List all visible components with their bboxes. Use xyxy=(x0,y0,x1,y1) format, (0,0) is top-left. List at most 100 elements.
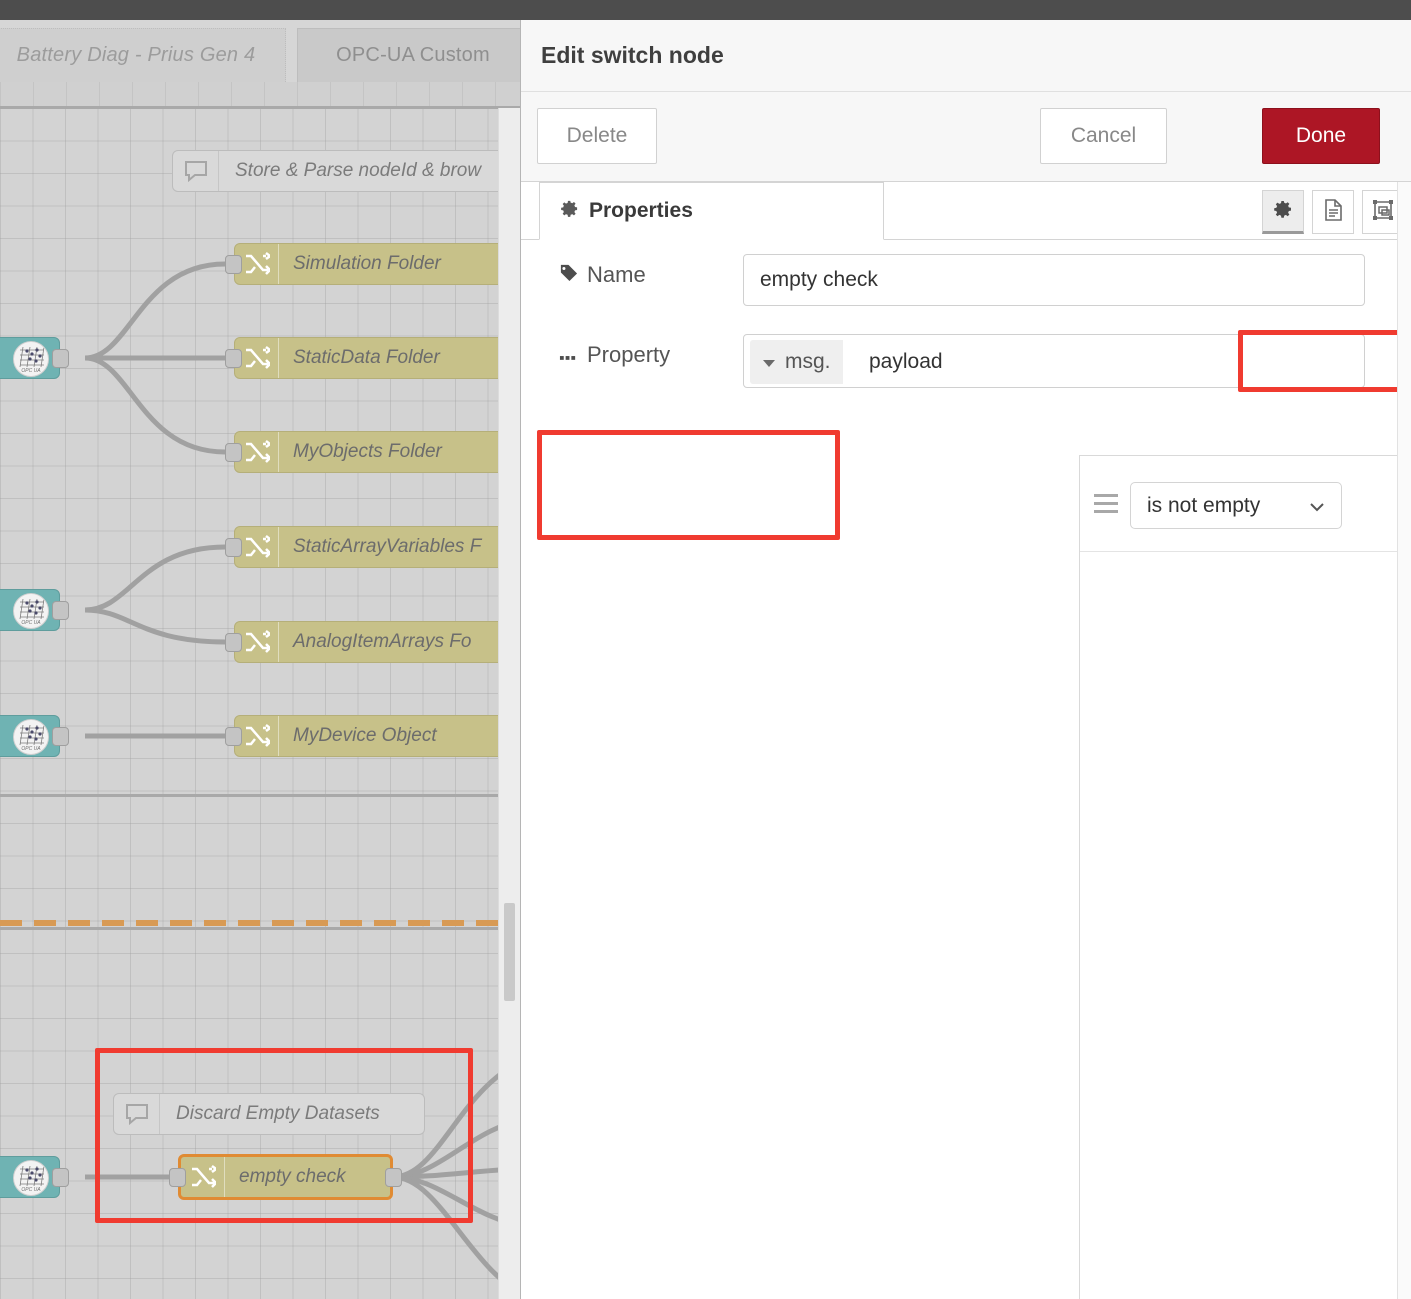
opcua-badge-icon: OPC UA xyxy=(13,593,49,629)
opcua-badge-icon: OPC UA xyxy=(13,719,49,755)
switch-node-simulation-folder[interactable]: Simulation Folder xyxy=(225,243,520,285)
opcua-badge-text: OPC UA xyxy=(21,620,41,626)
switch-node-analogitemarrays[interactable]: AnalogItemArrays Fo xyxy=(225,621,520,663)
switch-node-label: MyDevice Object xyxy=(293,725,437,746)
node-input-port[interactable] xyxy=(225,349,242,368)
form-row-name: Name empty check xyxy=(521,240,1411,320)
canvas-scrollbar-thumb[interactable] xyxy=(504,903,515,1001)
annotation-highlight-rule xyxy=(537,430,840,540)
dialog-title: Edit switch node xyxy=(521,20,1411,92)
opcua-badge-icon: OPC UA xyxy=(13,341,49,377)
opcua-badge-text: OPC UA xyxy=(21,746,41,752)
switch-node-myobjects-folder[interactable]: MyObjects Folder xyxy=(225,431,520,473)
node-input-port[interactable] xyxy=(225,538,242,557)
switch-icon xyxy=(235,338,279,378)
property-input[interactable]: msg. payload xyxy=(743,334,1365,388)
switch-icon xyxy=(235,622,279,662)
switch-icon xyxy=(235,527,279,567)
flow-wires xyxy=(84,261,520,1296)
rules-panel: is not empty → 1 ✖ xyxy=(1079,455,1411,1299)
node-output-port[interactable] xyxy=(385,1168,402,1187)
comment-node-store-parse[interactable]: Store & Parse nodeId & brow xyxy=(172,150,520,192)
annotation-highlight-group xyxy=(95,1048,473,1223)
cancel-button[interactable]: Cancel xyxy=(1040,108,1167,164)
node-output-port[interactable] xyxy=(52,601,69,620)
canvas-separator xyxy=(0,794,520,797)
node-output-port[interactable] xyxy=(52,1168,69,1187)
switch-node-staticarrayvariables[interactable]: StaticArrayVariables F xyxy=(225,526,520,568)
flow-tab-battery-diag[interactable]: Battery Diag - Prius Gen 4 xyxy=(0,28,286,82)
rule-operator-label: is not empty xyxy=(1147,493,1261,517)
canvas-vertical-scrollbar[interactable] xyxy=(498,108,520,1299)
switch-icon xyxy=(235,432,279,472)
gear-icon xyxy=(1273,199,1293,224)
node-input-port[interactable] xyxy=(225,443,242,462)
property-type-label: msg. xyxy=(785,350,831,373)
property-value-field[interactable]: payload xyxy=(869,350,943,373)
description-icon-button[interactable] xyxy=(1312,190,1354,234)
property-type-select[interactable]: msg. xyxy=(750,340,843,384)
switch-node-empty-check[interactable]: empty check xyxy=(169,1154,402,1200)
appearance-icon xyxy=(1372,199,1394,226)
switch-node-mydevice-object[interactable]: MyDevice Object xyxy=(225,715,520,757)
description-icon xyxy=(1323,198,1343,226)
ellipsis-icon xyxy=(559,342,578,368)
flow-tab-label: Battery Diag - Prius Gen 4 xyxy=(16,44,256,66)
chevron-down-icon xyxy=(1309,494,1325,518)
flow-tab-opcua-custom[interactable]: OPC-UA Custom xyxy=(297,28,520,82)
node-output-port[interactable] xyxy=(52,349,69,368)
switch-node-staticdata-folder[interactable]: StaticData Folder xyxy=(225,337,520,379)
comment-icon xyxy=(173,151,219,191)
delete-button[interactable]: Delete xyxy=(537,108,657,164)
node-output-port[interactable] xyxy=(52,727,69,746)
name-input[interactable]: empty check xyxy=(743,254,1365,306)
dialog-vertical-scrollbar[interactable] xyxy=(1397,182,1411,1299)
node-input-port[interactable] xyxy=(169,1168,186,1187)
name-label-text: Name xyxy=(587,262,646,287)
flow-tab-label: OPC-UA Custom xyxy=(336,44,490,66)
opcua-node[interactable]: er OPC UA xyxy=(0,589,69,631)
window-titlebar xyxy=(0,0,1411,20)
flow-tab-bar: Battery Diag - Prius Gen 4 OPC-UA Custom xyxy=(0,20,520,82)
flow-editor: Battery Diag - Prius Gen 4 OPC-UA Custom xyxy=(0,20,520,1299)
opcua-node[interactable]: er OPC UA xyxy=(0,337,69,379)
switch-icon xyxy=(235,244,279,284)
switch-node-label: empty check xyxy=(239,1166,346,1187)
switch-icon xyxy=(235,716,279,756)
comment-label: Discard Empty Datasets xyxy=(176,1103,380,1124)
done-button[interactable]: Done xyxy=(1262,108,1380,164)
comment-icon xyxy=(114,1094,160,1134)
comment-label: Store & Parse nodeId & brow xyxy=(235,160,482,181)
flow-canvas[interactable]: Store & Parse nodeId & brow Simulation F… xyxy=(0,106,520,1299)
property-field-label: Property xyxy=(559,342,670,368)
node-input-port[interactable] xyxy=(225,255,242,274)
property-label-text: Property xyxy=(587,342,671,367)
chevron-down-icon xyxy=(762,350,776,374)
edit-switch-node-dialog: Edit switch node Delete Cancel Done Prop… xyxy=(520,20,1411,1299)
switch-node-label: StaticArrayVariables F xyxy=(293,536,482,557)
tag-icon xyxy=(559,262,578,288)
dialog-tab-bar: Properties xyxy=(521,182,1411,240)
opcua-node[interactable]: er OPC UA xyxy=(0,1156,69,1198)
opcua-badge-text: OPC UA xyxy=(21,1187,41,1193)
group-boundary-dashed xyxy=(0,920,520,926)
node-input-port[interactable] xyxy=(225,727,242,746)
tab-properties-label: Properties xyxy=(589,199,693,222)
switch-node-label: Simulation Folder xyxy=(293,253,441,274)
switch-node-label: StaticData Folder xyxy=(293,347,440,368)
node-input-port[interactable] xyxy=(225,633,242,652)
switch-icon xyxy=(181,1157,225,1197)
annotation-highlight-property xyxy=(1238,330,1411,392)
name-field-label: Name xyxy=(559,262,646,288)
comment-node-discard-empty-datasets[interactable]: Discard Empty Datasets xyxy=(113,1093,425,1135)
opcua-badge-text: OPC UA xyxy=(21,368,41,374)
switch-node-label: AnalogItemArrays Fo xyxy=(293,631,472,652)
drag-handle-icon[interactable] xyxy=(1094,494,1118,518)
opcua-node[interactable]: er OPC UA xyxy=(0,715,69,757)
switch-node-label: MyObjects Folder xyxy=(293,441,442,462)
palette-strip xyxy=(0,82,520,108)
rule-operator-select[interactable]: is not empty xyxy=(1130,482,1342,529)
opcua-badge-icon: OPC UA xyxy=(13,1160,49,1196)
tab-properties[interactable]: Properties xyxy=(539,182,884,240)
gear-icon-button[interactable] xyxy=(1262,190,1304,234)
